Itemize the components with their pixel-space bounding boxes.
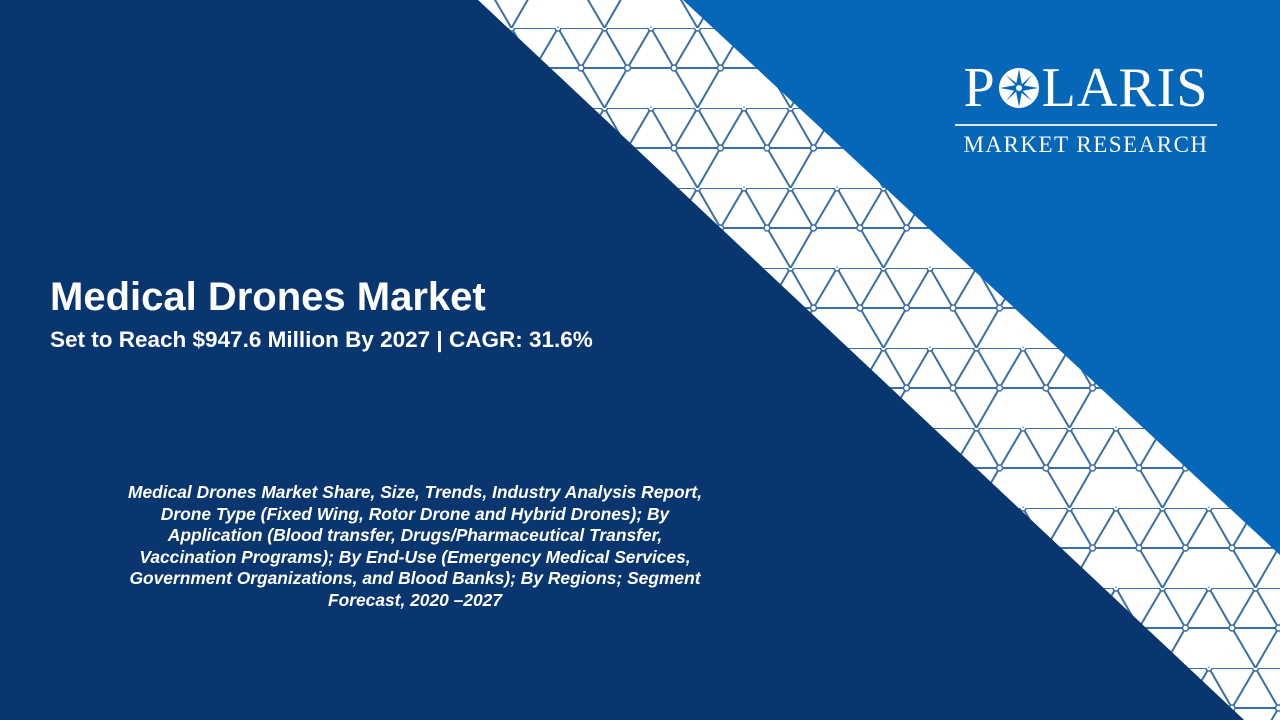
description-line: Forecast, 2020 –2027	[327, 589, 503, 610]
navy-panel	[0, 0, 1244, 720]
logo-wordmark: P LARIS	[955, 58, 1217, 118]
logo-letter-p: P	[963, 57, 996, 119]
report-description: Medical Drones Market Share, Size, Trend…	[45, 482, 785, 612]
page-subtitle: Set to Reach $947.6 Million By 2027 | CA…	[50, 327, 593, 352]
logo-letters-laris: LARIS	[1041, 57, 1209, 119]
polaris-logo: P LARIS MARKET RESEARCH	[955, 58, 1217, 158]
compass-star-icon	[998, 68, 1039, 108]
description-line: Government Organizations, and Blood Bank…	[129, 568, 701, 589]
description-line: Vaccination Programs); By End-Use (Emerg…	[139, 546, 691, 567]
logo-subtitle: MARKET RESEARCH	[963, 132, 1209, 157]
page-title: Medical Drones Market	[50, 275, 486, 319]
logo-divider	[955, 124, 1217, 126]
description-line: Drone Type (Fixed Wing, Rotor Drone and …	[160, 503, 670, 524]
description-line: Application (Blood transfer, Drugs/Pharm…	[167, 525, 663, 546]
description-line: Medical Drones Market Share, Size, Trend…	[127, 482, 703, 502]
diagonal-pattern-band	[478, 0, 1280, 720]
